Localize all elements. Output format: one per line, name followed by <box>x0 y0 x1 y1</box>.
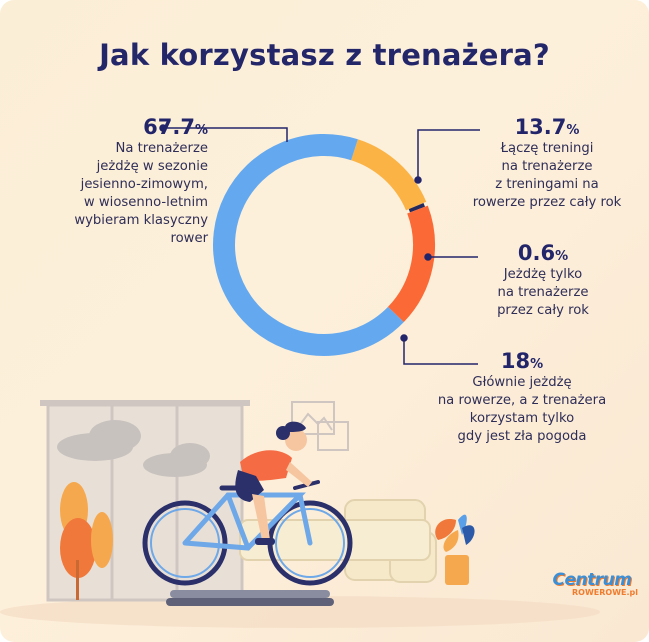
slice-desc-line: w wiosenno-letnim <box>83 195 208 210</box>
slice-desc-line: Głównie jeżdżę <box>472 375 572 390</box>
donut-slice-1 <box>350 139 427 211</box>
slice-desc-line: Na trenażerze <box>115 141 209 156</box>
slice-desc-line: na trenażerze <box>497 285 589 300</box>
slice-desc-line: na rowerze, a z trenażera <box>437 393 607 408</box>
leader-dot-slice-3 <box>400 334 408 342</box>
bicycle-illustration <box>142 480 353 586</box>
leader-line-slice-0 <box>163 127 288 142</box>
slice-desc-line: gdy jest zła pogoda <box>457 429 587 444</box>
leader-line-slice-3 <box>403 338 478 365</box>
slice-desc-line: na trenażerze <box>501 159 593 174</box>
slice-value-3: 18 <box>500 349 531 373</box>
slice-unit-3: % <box>530 357 544 372</box>
slice-desc-line: Łączę treningi <box>500 141 594 156</box>
slice-desc-line: rower <box>170 231 208 246</box>
slice-desc-line: rowerze przez cały rok <box>472 195 622 210</box>
logo-name: Centrum <box>552 570 632 590</box>
sofa-illustration <box>239 499 437 583</box>
slice-unit-1: % <box>566 123 580 138</box>
slice-desc-line: jeżdżę w sezonie <box>96 159 208 174</box>
logo-sub: ROWEROWE.pl <box>572 588 639 597</box>
slice-label-2: 0.6% Jeżdżę tylko na trenażerze przez ca… <box>468 241 618 320</box>
chart-title: Jak korzystasz z trenażera? <box>99 38 550 72</box>
leader-line-slice-1 <box>417 129 480 180</box>
slice-desc-line: z treningami na <box>495 177 599 192</box>
slice-desc-line: Jeżdżę tylko <box>503 267 583 282</box>
leader-dot-slice-0 <box>159 124 167 132</box>
slice-value-0: 67.7 <box>143 115 195 139</box>
brand-logo: Centrum ROWEROWE.pl <box>552 570 639 597</box>
slice-value-2: 0.6 <box>517 241 556 265</box>
rider-illustration <box>235 421 312 545</box>
slice-label-0: 67.7% Na trenażerze jeżdżę w sezonie jes… <box>18 115 209 248</box>
slice-desc-line: korzystam tylko <box>469 411 575 426</box>
slice-unit-0: % <box>194 123 208 138</box>
slice-unit-2: % <box>555 249 569 264</box>
leader-dot-slice-1 <box>414 176 422 184</box>
leader-dot-slice-2 <box>424 253 432 261</box>
slice-value-1: 13.7 <box>514 115 567 139</box>
slice-desc-line: przez cały rok <box>497 303 589 318</box>
slice-label-1: 13.7% Łączę treningi na trenażerze z tre… <box>462 115 632 212</box>
donut-slice-3 <box>387 205 435 323</box>
donut-slice-2 <box>408 202 425 213</box>
slice-desc-line: wybieram klasyczny <box>74 213 208 228</box>
window-illustration <box>40 400 250 602</box>
plant-illustration <box>435 514 475 585</box>
slice-label-3: 18% Głównie jeżdżę na rowerze, a z trena… <box>412 349 632 446</box>
donut-slice-0 <box>213 134 404 356</box>
slice-desc-line: jesienno-zimowym, <box>80 177 208 192</box>
